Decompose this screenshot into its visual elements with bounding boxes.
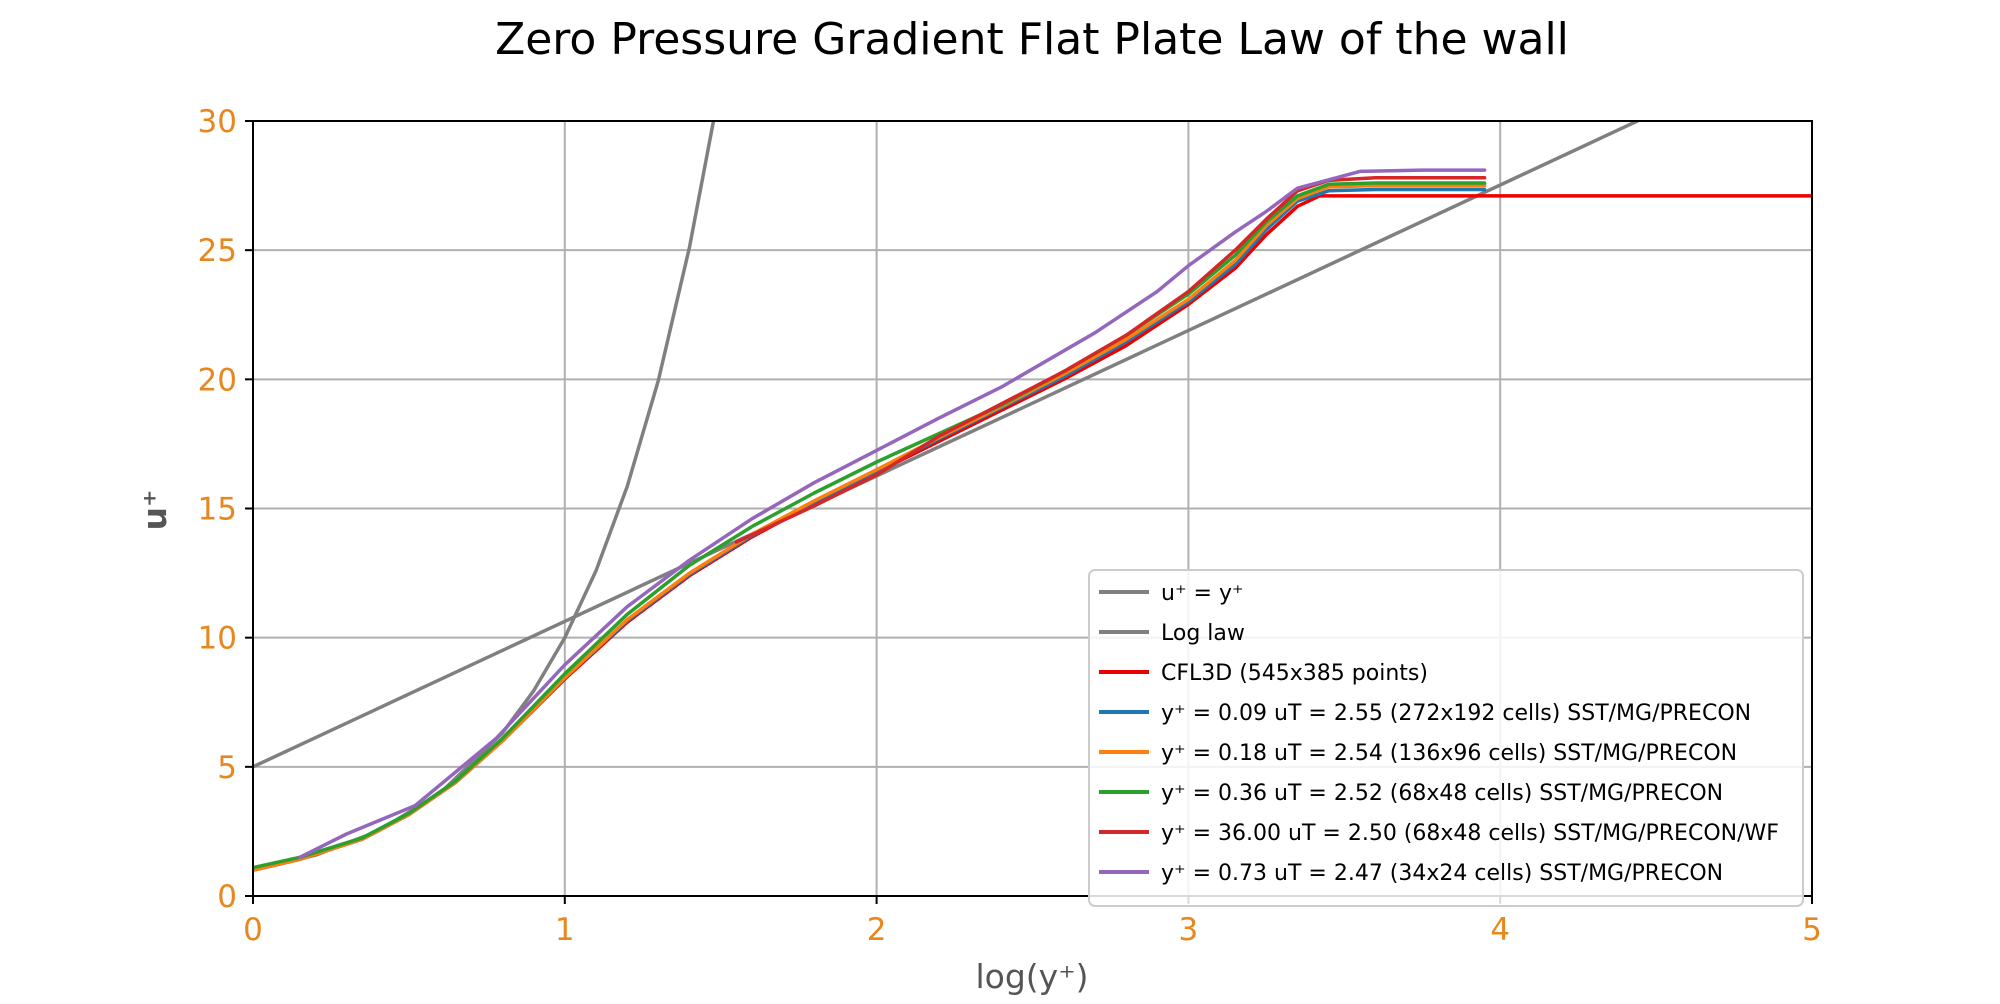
legend-label: Log law bbox=[1161, 621, 1245, 646]
y-tick-label: 10 bbox=[198, 621, 237, 657]
y-tick-label: 0 bbox=[217, 879, 237, 915]
tick-labels: 0 1 2 3 4 5 0 5 10 15 20 25 30 bbox=[198, 104, 1822, 948]
y-tick-label: 30 bbox=[198, 104, 237, 140]
legend: u⁺ = y⁺ Log law CFL3D (545x385 points) y⁺ =… bbox=[1088, 569, 1804, 907]
x-tick-label: 4 bbox=[1490, 912, 1510, 948]
series-line-7 bbox=[298, 168, 1487, 860]
legend-box bbox=[1088, 569, 1804, 907]
series-line-5 bbox=[253, 181, 1487, 870]
grid bbox=[253, 121, 1812, 896]
chart-title: Zero Pressure Gradient Flat Plate Law of… bbox=[495, 14, 1569, 65]
legend-label: u⁺ = y⁺ bbox=[1161, 581, 1244, 606]
series-line-6 bbox=[734, 176, 1487, 544]
legend-label: y⁺ = 0.36 uT = 2.52 (68x48 cells) SST/MG… bbox=[1161, 781, 1723, 806]
legend-label: y⁺ = 0.73 uT = 2.47 (34x24 cells) SST/MG… bbox=[1161, 861, 1723, 886]
y-tick-label: 15 bbox=[198, 492, 237, 528]
x-tick-label: 1 bbox=[555, 912, 575, 948]
y-axis-title: u⁺ bbox=[135, 490, 174, 531]
y-tick-label: 5 bbox=[217, 750, 237, 786]
y-tick-label: 25 bbox=[198, 233, 237, 269]
series-line-1 bbox=[253, 121, 1640, 769]
x-tick-label: 0 bbox=[243, 912, 263, 948]
x-tick-label: 5 bbox=[1802, 912, 1822, 948]
y-tick-label: 20 bbox=[198, 362, 237, 398]
legend-label: y⁺ = 36.00 uT = 2.50 (68x48 cells) SST/M… bbox=[1161, 821, 1779, 846]
legend-label: CFL3D (545x385 points) bbox=[1161, 661, 1428, 686]
x-axis-title: log(y⁺) bbox=[975, 957, 1088, 996]
series-lines bbox=[253, 121, 1812, 872]
x-tick-label: 3 bbox=[1179, 912, 1199, 948]
legend-label: y⁺ = 0.18 uT = 2.54 (136x96 cells) SST/M… bbox=[1161, 741, 1737, 766]
x-tick-label: 2 bbox=[867, 912, 887, 948]
legend-label: y⁺ = 0.09 uT = 2.55 (272x192 cells) SST/… bbox=[1161, 701, 1751, 726]
